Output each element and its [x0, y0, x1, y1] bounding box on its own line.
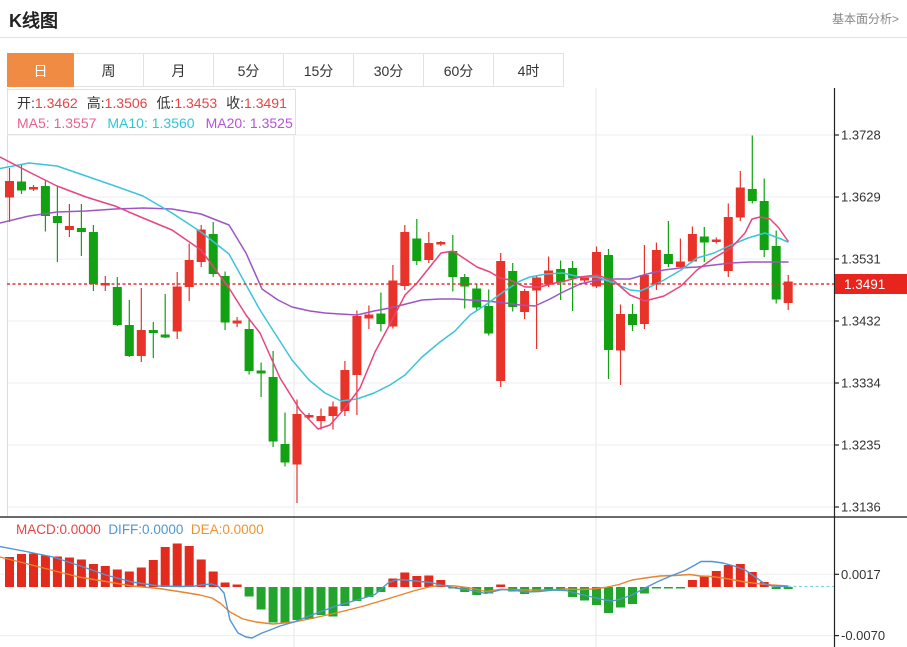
- svg-text:0.0017: 0.0017: [841, 567, 881, 582]
- svg-text:-0.0070: -0.0070: [841, 628, 885, 643]
- svg-text:1.3629: 1.3629: [841, 190, 881, 205]
- svg-text:1.3235: 1.3235: [841, 438, 881, 453]
- svg-text:1.3334: 1.3334: [841, 376, 881, 391]
- svg-text:1.3531: 1.3531: [841, 252, 881, 267]
- svg-text:1.3136: 1.3136: [841, 500, 881, 515]
- svg-text:1.3728: 1.3728: [841, 128, 881, 143]
- svg-text:1.3432: 1.3432: [841, 314, 881, 329]
- svg-text:1.3491: 1.3491: [844, 277, 885, 292]
